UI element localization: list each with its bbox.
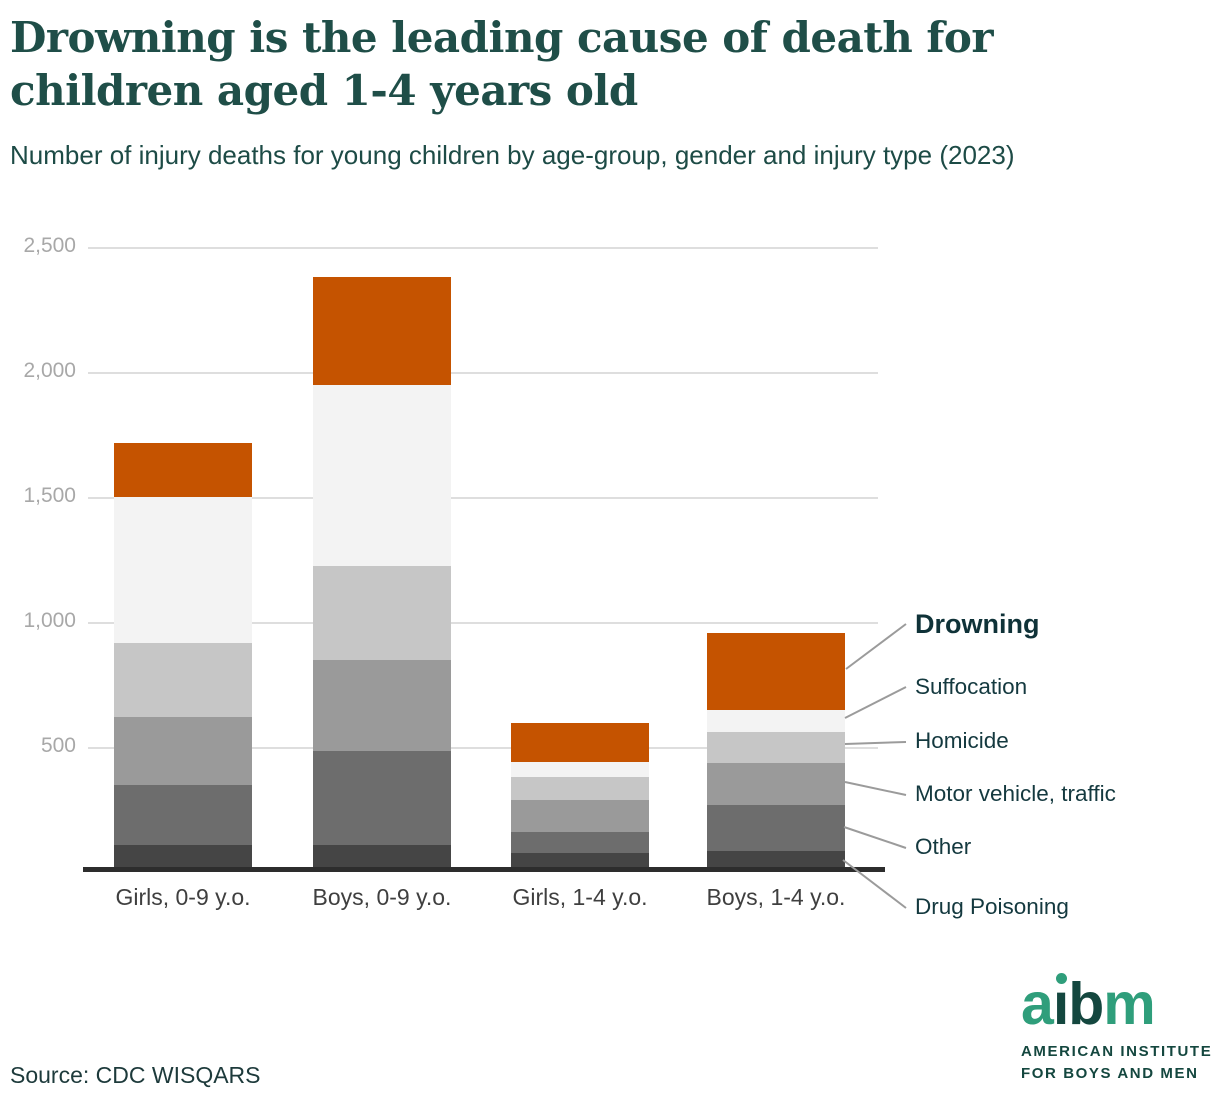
bar-segment-homicide [511,777,649,800]
x-axis-label: Girls, 1-4 y.o. [512,884,648,910]
x-axis-label: Boys, 1-4 y.o. [706,884,846,910]
source-note: Source: CDC WISQARS [10,1062,261,1088]
chart-subtitle: Number of injury deaths for young childr… [10,140,1015,170]
aibm-logo-line1: AMERICAN INSTITUTE [1021,1043,1213,1060]
x-axis-label: Boys, 0-9 y.o. [312,884,452,910]
x-axis-line [83,867,885,872]
y-axis-tick-label: 2,000 [23,359,76,382]
logo-letter-i: ı [1052,971,1069,1037]
y-axis-tick-label: 2,500 [23,234,76,257]
title-line-1: Drowning is the leading cause of death f… [10,13,994,62]
bar-segment-suffocation [313,384,451,566]
gridline [88,247,878,249]
legend-label-homicide: Homicide [915,728,1009,753]
bar-girls-0-9-y-o [114,443,252,872]
title-line-2: children aged 1-4 years old [10,65,638,115]
logo-letter-m: m [1103,971,1155,1037]
logo-letter-a: a [1021,971,1054,1037]
bar-segment-motor-vehicle-traffic [707,763,845,805]
bar-segment-drowning [114,443,252,497]
legend-label-suffocation: Suffocation [915,674,1028,699]
bar-segment-other [511,832,649,854]
aibm-logo-wordmark: aıbm [1021,975,1212,1034]
aibm-logo-subtext: AMERICAN INSTITUTE FOR BOYS AND MEN [1021,1041,1212,1085]
bar-segment-suffocation [511,762,649,777]
bar-segment-other [114,784,252,845]
bar-segment-suffocation [114,497,252,644]
gridline [88,622,878,624]
page-title: Drowning is the leading cause of death f… [10,12,1110,118]
bar-segment-homicide [114,643,252,717]
legend-label-drowning: Drowning [915,609,1040,639]
bar-segment-motor-vehicle-traffic [511,799,649,832]
aibm-logo: aıbm AMERICAN INSTITUTE FOR BOYS AND MEN [1021,975,1212,1085]
bar-segment-drug-poisoning [707,850,845,872]
gridline [88,372,878,374]
y-axis-tick-label: 1,000 [23,609,76,632]
bar-segment-suffocation [707,709,845,732]
y-axis-tick-label: 500 [40,734,76,757]
x-axis-label: Girls, 0-9 y.o. [115,884,251,910]
bar-segment-homicide [313,565,451,660]
legend-label-other: Other [915,834,972,859]
bar-segment-homicide [707,732,845,764]
gridline [88,747,878,749]
y-axis-tick-label: 1,500 [23,484,76,507]
bar-boys-0-9-y-o [313,277,451,872]
bar-segment-motor-vehicle-traffic [313,659,451,751]
legend-label-drug-poisoning: Drug Poisoning [915,894,1069,919]
aibm-logo-line2: FOR BOYS AND MEN [1021,1064,1199,1082]
legend-label-motor-vehicle-traffic: Motor vehicle, traffic [915,781,1116,806]
bar-segment-drowning [707,633,845,710]
logo-letter-b: b [1068,971,1104,1037]
bar-boys-1-4-y-o [707,633,845,872]
bar-segment-drowning [313,277,451,385]
bar-segment-motor-vehicle-traffic [114,717,252,785]
bar-segment-drowning [511,723,649,762]
bar-segment-other [313,750,451,845]
bar-girls-1-4-y-o [511,723,649,872]
gridline [88,497,878,499]
bar-segment-other [707,804,845,851]
